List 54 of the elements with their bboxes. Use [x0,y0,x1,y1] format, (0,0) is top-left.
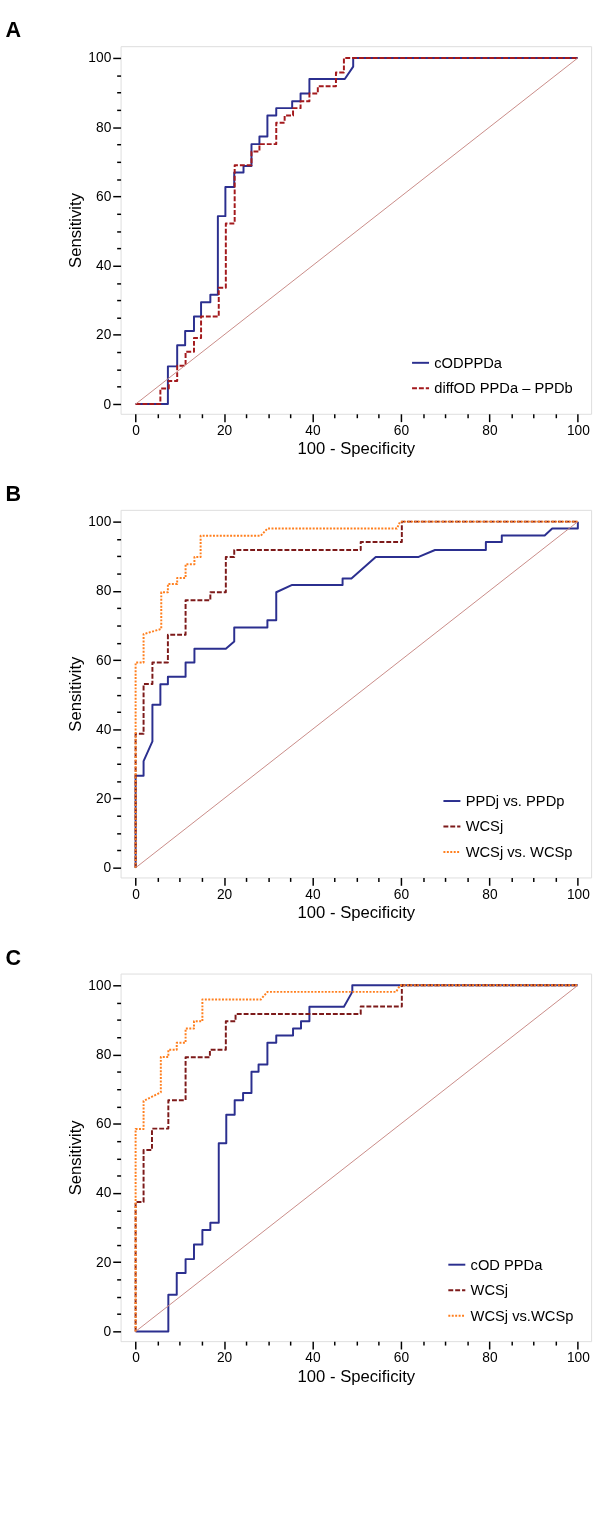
y-tick-label: 0 [103,860,112,876]
y-tick-label: 0 [103,396,112,412]
x-tick-label: 80 [482,422,498,438]
y-axis-title: Sensitivity [65,656,85,732]
legend-label: cODPPDa [434,354,503,371]
x-axis-title: 100 - Specificity [297,439,416,459]
legend-label: diffOD PPDa – PPDb [434,380,573,397]
x-tick-label: 0 [132,1350,141,1366]
chart-title: A [5,17,22,43]
y-tick-label: 100 [88,977,112,993]
legend-label: WCSj [465,818,504,835]
y-tick-label: 80 [96,583,112,599]
legend-label: WCSj vs. WCSp [465,843,573,860]
x-tick-label: 20 [216,1350,233,1366]
x-tick-label: 100 [566,422,591,438]
legend-label: WCSj [470,1282,509,1299]
y-tick-label: 100 [88,514,112,530]
line-series [134,56,579,406]
y-tick-label: 40 [96,721,112,737]
x-tick-label: 100 [566,886,591,902]
legend-label: WCSj vs.WCSp [470,1307,574,1324]
x-tick-label: 20 [216,886,233,902]
legend-label: cOD PPDa [470,1256,544,1273]
x-tick-label: 40 [305,1350,321,1366]
x-axis-title: 100 - Specificity [297,903,416,923]
chart-title: B [5,481,22,507]
y-axis-title: Sensitivity [65,1119,85,1196]
x-tick-label: 0 [132,422,141,438]
y-axis-title: Sensitivity [65,192,85,268]
y-tick-label: 0 [103,1323,112,1339]
legend-label: PPDj vs. PPDp [465,792,565,809]
x-tick-label: 80 [482,886,498,902]
chart-title: C [5,944,22,970]
x-tick-label: 100 [566,1350,591,1366]
y-tick-label: 60 [96,188,112,204]
x-tick-label: 80 [482,1350,498,1366]
y-tick-label: 20 [96,1254,112,1270]
y-tick-label: 100 [88,50,112,66]
x-tick-label: 60 [393,422,410,438]
y-tick-label: 80 [96,1046,112,1062]
y-tick-label: 20 [96,327,112,343]
x-tick-label: 60 [393,886,410,902]
x-tick-label: 0 [132,886,141,902]
x-axis-title: 100 - Specificity [297,1366,416,1386]
x-tick-label: 20 [216,422,233,438]
y-tick-label: 60 [96,1116,112,1132]
y-tick-label: 40 [96,258,112,274]
y-tick-label: 40 [96,1185,112,1201]
y-tick-label: 60 [96,652,112,668]
y-tick-label: 20 [96,790,112,806]
y-tick-label: 80 [96,119,112,135]
x-tick-label: 60 [393,1350,410,1366]
x-tick-label: 40 [305,422,321,438]
x-tick-label: 40 [305,886,321,902]
